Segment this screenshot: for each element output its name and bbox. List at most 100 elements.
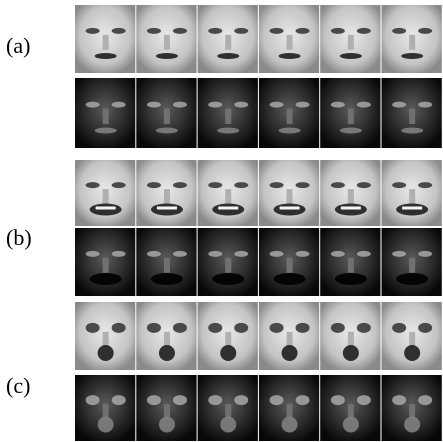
eye [418,323,432,333]
eye [112,182,126,188]
feature-image [136,78,196,148]
eye [112,102,126,108]
feature-image [320,375,380,441]
face-image [75,160,135,226]
eye [270,323,284,333]
nose [103,35,109,50]
nose [164,258,170,273]
nose [164,109,170,124]
mouth [340,128,362,134]
mouth [340,53,362,59]
nose [409,404,415,419]
feature-image [75,375,135,441]
eye [392,251,406,257]
eye [331,323,345,333]
panel-label: (b) [6,225,32,250]
nose [348,258,354,273]
eye [270,395,284,405]
eye [147,102,161,108]
mouth [217,53,239,59]
face-image [198,160,258,226]
feature-image [198,78,258,148]
face-image [259,160,319,226]
mouth [335,273,367,285]
feature-image [198,228,258,296]
face-image [382,302,442,370]
teeth [96,207,116,210]
nose [287,109,293,124]
face-image [382,5,442,73]
eye [234,323,248,333]
teeth [280,207,300,210]
eye [208,28,222,34]
eye [173,28,187,34]
nose [225,404,231,419]
mouth [220,417,236,433]
eye [331,395,345,405]
eye [418,182,432,188]
nose [409,189,415,204]
eye [296,28,310,34]
nose [164,404,170,419]
eye [147,28,161,34]
face-image [136,160,196,226]
eye [234,28,248,34]
mouth [396,273,428,285]
eye [173,102,187,108]
eye [173,323,187,333]
nose [409,258,415,273]
eye [357,251,371,257]
mouth [404,417,420,433]
mouth [212,273,244,285]
nose [103,189,109,204]
nose [409,35,415,50]
teeth [341,207,361,210]
feature-image [320,78,380,148]
eye [357,102,371,108]
face-image [198,5,258,73]
eye [392,323,406,333]
eye [147,395,161,405]
face-image [136,5,196,73]
panel-label: (c) [6,373,30,398]
face-image [259,302,319,370]
eye [86,323,100,333]
mouth [274,273,306,285]
face-image [198,302,258,370]
eye [234,395,248,405]
eye [208,395,222,405]
nose [225,35,231,50]
face-image [320,5,380,73]
eye [392,102,406,108]
mouth [151,273,183,285]
mouth [282,345,298,361]
eye [270,182,284,188]
feature-image [259,78,319,148]
face-image [75,5,135,73]
mouth [156,53,178,59]
nose [287,189,293,204]
mouth [279,128,301,134]
eye [86,182,100,188]
nose [225,332,231,347]
mouth [401,128,423,134]
eye [418,102,432,108]
eye [208,251,222,257]
eye [173,395,187,405]
feature-image [75,78,135,148]
eye [234,102,248,108]
face-image [259,5,319,73]
eye [296,182,310,188]
nose [164,332,170,347]
mouth [343,345,359,361]
mouth [220,345,236,361]
eye [234,182,248,188]
nose [164,189,170,204]
mouth [98,417,114,433]
mouth [95,53,117,59]
nose [409,332,415,347]
eye [357,182,371,188]
eye [234,251,248,257]
nose [103,109,109,124]
eye [392,395,406,405]
